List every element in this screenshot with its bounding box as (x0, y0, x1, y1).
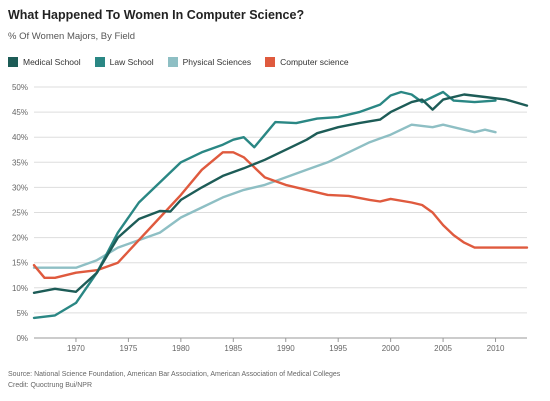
legend-item-law-school: Law School (94, 57, 154, 67)
chart-legend: Medical School Law School Physical Scien… (8, 57, 363, 67)
chart-title: What Happened To Women In Computer Scien… (8, 8, 305, 22)
legend-item-computer-science: Computer science (265, 57, 349, 67)
y-tick-label-50: 50% (12, 83, 28, 92)
legend-item-medical-school: Medical School (8, 57, 81, 67)
y-tick-label-20: 20% (12, 234, 28, 243)
x-tick-label-2010: 2010 (487, 344, 505, 353)
y-tick-label-5: 5% (16, 309, 28, 318)
x-tick-label-2000: 2000 (382, 344, 400, 353)
chart-source: Source: National Science Foundation, Ame… (8, 371, 341, 378)
legend-label-law-school: Law School (109, 57, 154, 67)
legend-label-medical-school: Medical School (23, 57, 81, 67)
y-tick-label-0: 0% (16, 334, 28, 343)
chart-subtitle: % Of Women Majors, By Field (8, 31, 136, 42)
series-line-medical-school (32, 93, 529, 294)
x-tick-label-2005: 2005 (434, 344, 452, 353)
y-tick-label-45: 45% (12, 108, 28, 117)
series-line-computer-science (32, 151, 529, 279)
x-tick-label-1975: 1975 (120, 344, 138, 353)
y-tick-label-10: 10% (12, 284, 28, 293)
legend-swatch-medical-school (8, 57, 18, 67)
x-tick-label-1980: 1980 (172, 344, 190, 353)
legend-swatch-law-school (94, 57, 105, 67)
legend-item-physical-sciences: Physical Sciences (167, 57, 252, 67)
x-tick-label-1985: 1985 (224, 344, 242, 353)
y-tick-label-35: 35% (12, 158, 28, 167)
y-tick-label-40: 40% (12, 133, 28, 142)
chart-credit: Credit: Quoctrung Bui/NPR (8, 382, 93, 389)
y-tick-label-25: 25% (12, 209, 28, 218)
legend-label-physical-sciences: Physical Sciences (182, 57, 252, 67)
series-line-law-school (32, 90, 497, 320)
x-tick-label-1990: 1990 (277, 344, 295, 353)
x-tick-label-1970: 1970 (67, 344, 85, 353)
legend-label-computer-science: Computer science (280, 57, 349, 67)
legend-swatch-physical-sciences (167, 57, 178, 67)
x-tick-label-1995: 1995 (329, 344, 347, 353)
series-line-physical-sciences (32, 123, 497, 269)
legend-swatch-computer-science (265, 57, 276, 67)
y-tick-label-15: 15% (12, 259, 28, 268)
y-tick-label-30: 30% (12, 183, 28, 192)
